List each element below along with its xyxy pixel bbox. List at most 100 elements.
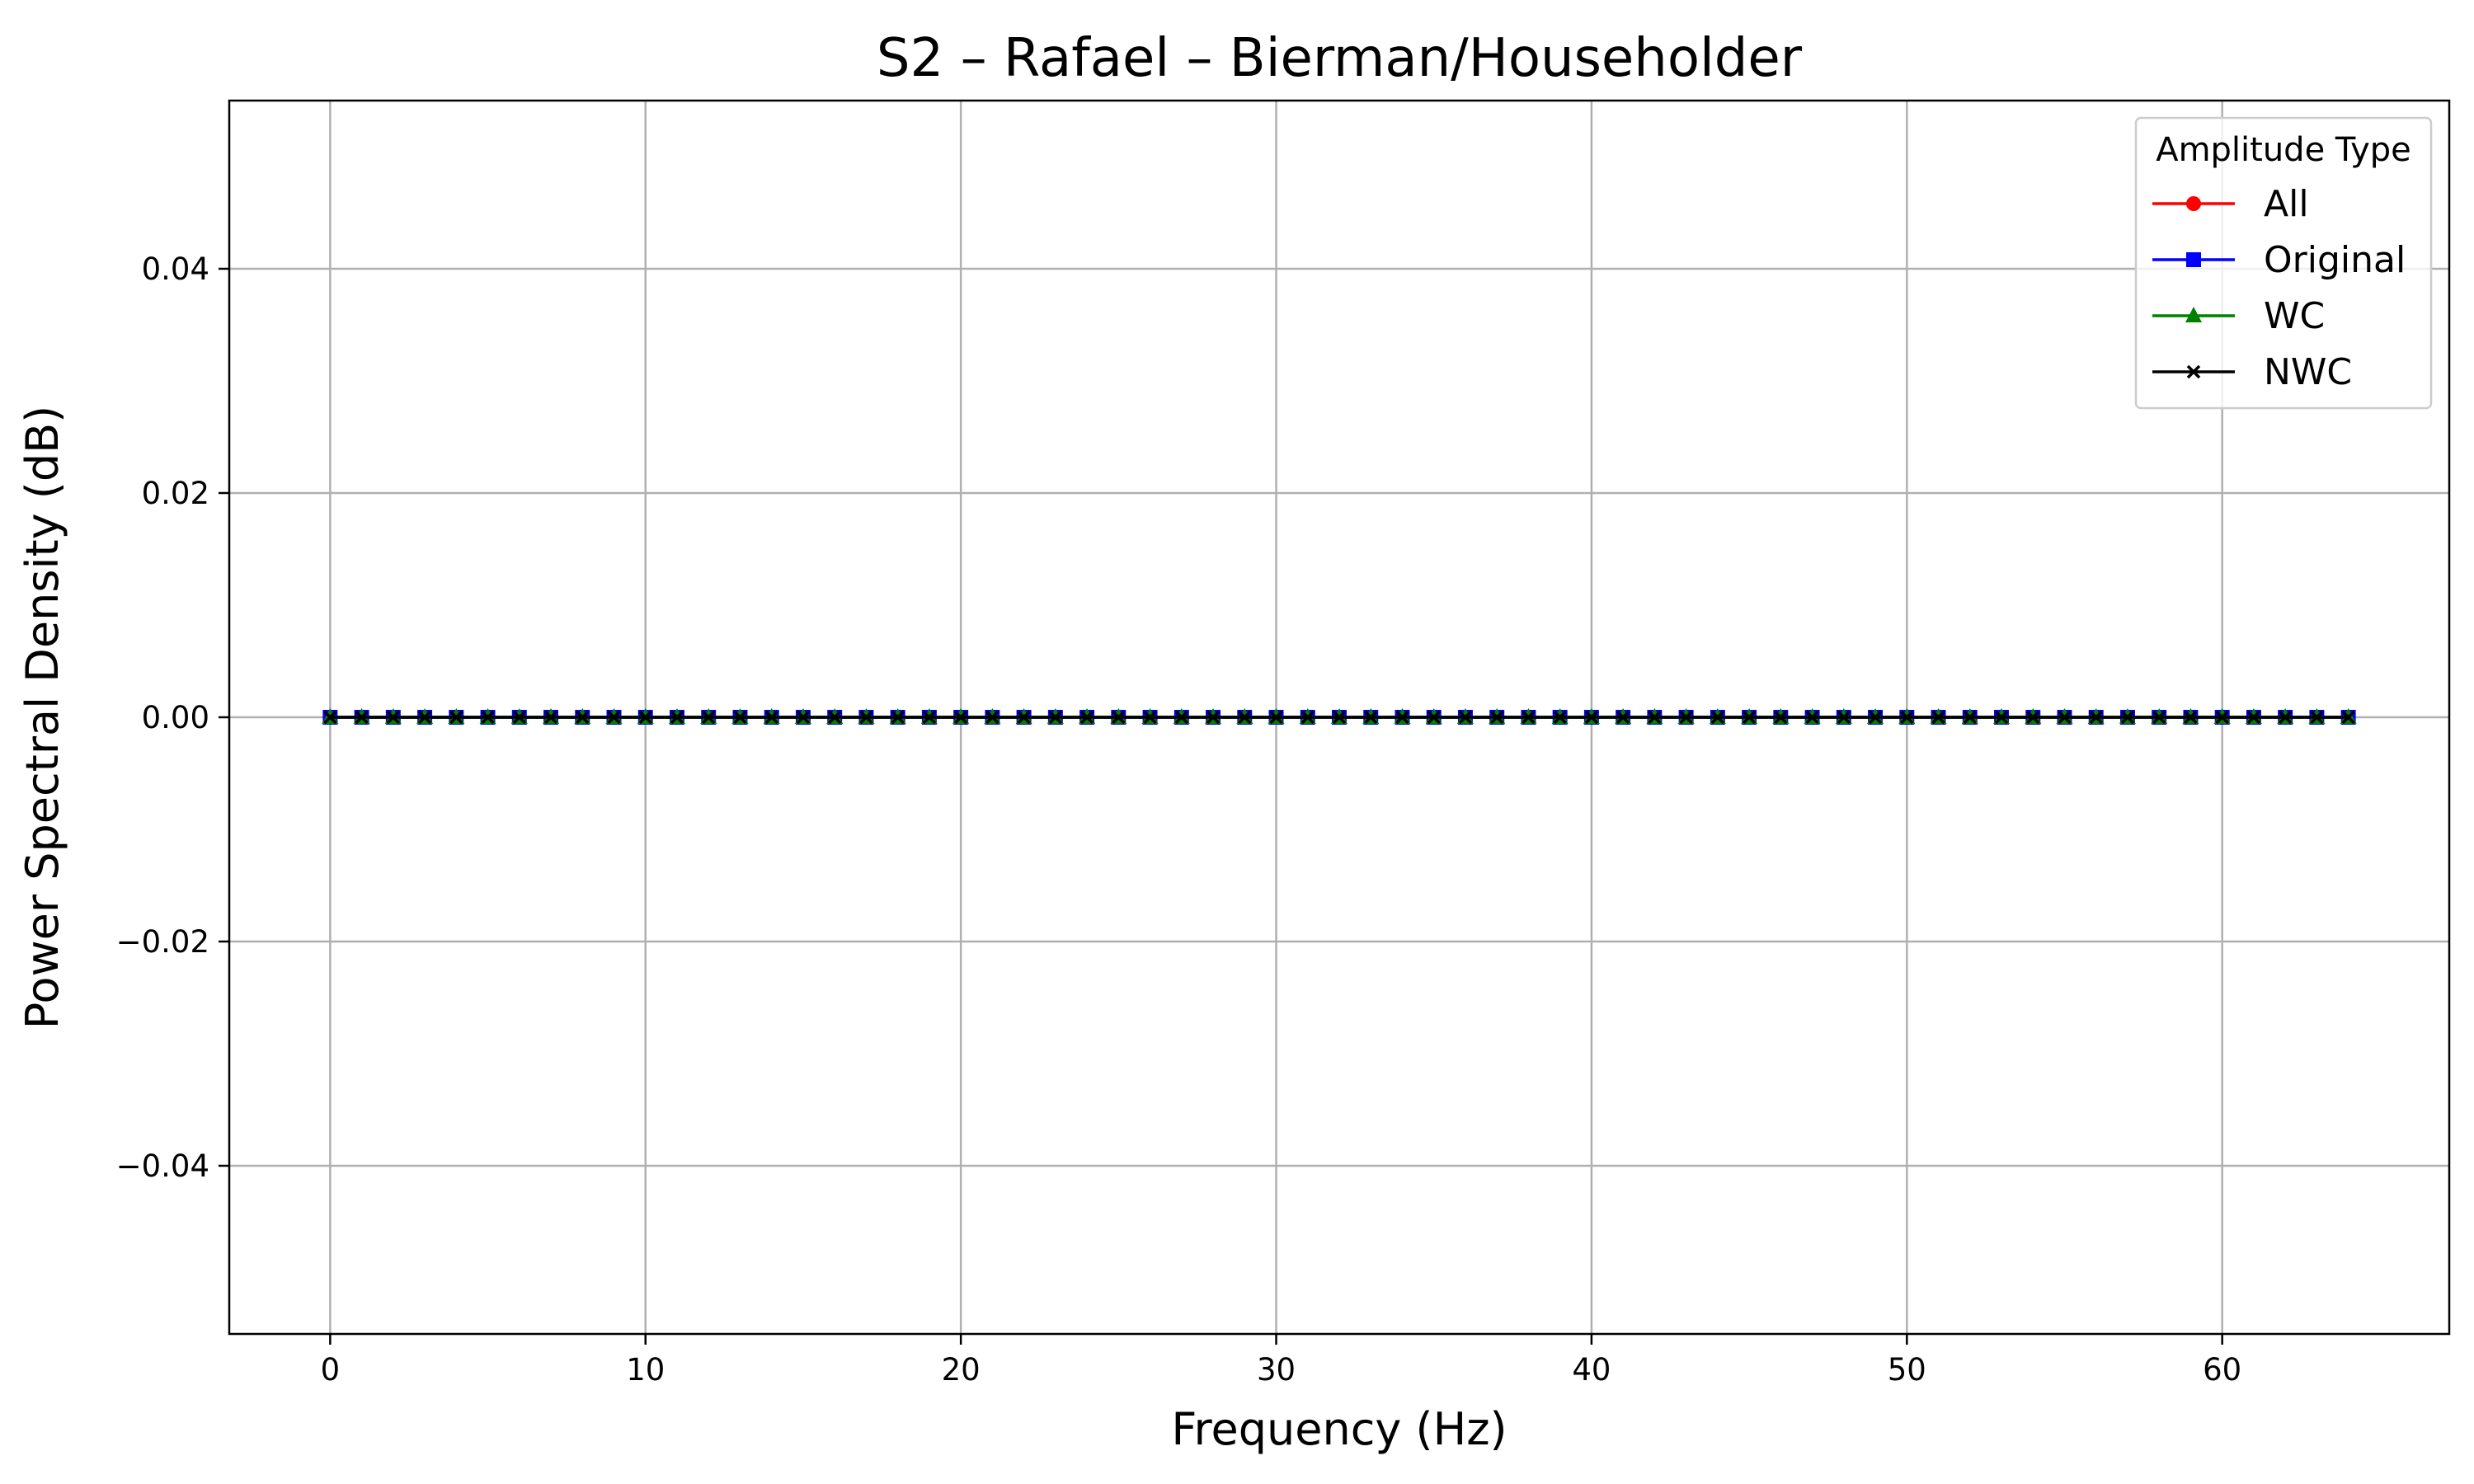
data-point-nwc <box>922 710 937 725</box>
data-point-nwc <box>1143 710 1157 725</box>
marker-x-stroke <box>891 710 905 725</box>
data-point-nwc <box>1805 710 1819 725</box>
data-point-nwc <box>2152 710 2166 725</box>
marker-x-stroke <box>1458 710 1473 725</box>
marker-x-stroke <box>323 710 337 725</box>
marker-x-stroke <box>512 710 527 725</box>
data-point-nwc <box>449 710 463 725</box>
data-point-nwc <box>701 710 716 725</box>
data-point-nwc <box>2184 710 2198 725</box>
marker-x-stroke <box>1206 710 1221 725</box>
legend-label-all: All <box>2264 183 2309 225</box>
marker-x-stroke <box>607 710 621 725</box>
data-point-nwc <box>796 710 811 725</box>
marker-x-stroke <box>1395 710 1409 725</box>
legend-label-wc: WC <box>2264 295 2325 337</box>
marker-x-stroke <box>1584 710 1599 725</box>
data-point-nwc <box>2089 710 2103 725</box>
marker-x-stroke <box>922 710 937 725</box>
marker-x-stroke <box>2184 710 2198 725</box>
marker-x-stroke <box>1364 710 1378 725</box>
marker-x-stroke <box>670 710 684 725</box>
y-tick-label: −0.04 <box>116 1148 209 1184</box>
marker-x-stroke <box>764 710 778 725</box>
y-tick-label: 0.00 <box>142 700 209 735</box>
marker-x-stroke <box>2246 710 2261 725</box>
data-point-nwc <box>985 710 999 725</box>
marker-x-stroke <box>2120 710 2135 725</box>
data-point-nwc <box>1522 710 1536 725</box>
data-point-nwc <box>2058 710 2072 725</box>
legend-item-wc: WC <box>2152 295 2325 337</box>
data-point-nwc <box>638 710 652 725</box>
data-point-nwc <box>1648 710 1662 725</box>
marker-x-stroke <box>796 710 811 725</box>
legend-marker-original <box>2186 252 2201 267</box>
x-axis-label: Frequency (Hz) <box>1171 1403 1507 1455</box>
data-point-nwc <box>1963 710 1978 725</box>
marker-x-stroke <box>1616 710 1630 725</box>
marker-x-stroke <box>417 710 432 725</box>
data-point-nwc <box>1017 710 1031 725</box>
marker-x-stroke <box>1174 710 1189 725</box>
data-point-nwc <box>1931 710 1945 725</box>
data-point-nwc <box>764 710 778 725</box>
data-point-nwc <box>859 710 873 725</box>
legend-marker-all <box>2186 196 2201 211</box>
legend-item-original: Original <box>2152 239 2406 281</box>
marker-x-stroke <box>2026 710 2040 725</box>
marker-x-stroke <box>1868 710 1883 725</box>
data-point-nwc <box>1332 710 1347 725</box>
series-lines <box>322 708 2357 725</box>
marker-x-stroke <box>1300 710 1315 725</box>
marker-x-stroke <box>1900 710 1914 725</box>
data-point-nwc <box>1079 710 1094 725</box>
data-point-nwc <box>1900 710 1914 725</box>
data-point-nwc <box>1112 710 1126 725</box>
data-point-nwc <box>1238 710 1252 725</box>
marker-x-stroke <box>985 710 999 725</box>
data-point-nwc <box>2341 710 2355 725</box>
marker-x-stroke <box>859 710 873 725</box>
marker-x-stroke <box>2278 710 2293 725</box>
data-point-nwc <box>2215 710 2229 725</box>
data-point-nwc <box>733 710 747 725</box>
data-point-nwc <box>1206 710 1221 725</box>
data-point-nwc <box>323 710 337 725</box>
marker-x-stroke <box>386 710 401 725</box>
marker-x-stroke <box>1332 710 1347 725</box>
marker-x-stroke <box>2341 710 2355 725</box>
data-point-nwc <box>1774 710 1788 725</box>
axis-ticks: 0 10 20 30 40 50 60 0.04 0.02 0.00 −0.02 −0.04 <box>116 251 2242 1388</box>
data-point-nwc <box>953 710 968 725</box>
marker-x-stroke <box>1553 710 1567 725</box>
marker-x-stroke <box>1238 710 1252 725</box>
y-tick-label: 0.02 <box>142 476 209 511</box>
legend-label-original: Original <box>2264 239 2406 281</box>
chart-title: S2 – Rafael – Bierman/Householder <box>877 28 1803 89</box>
marker-x-stroke <box>1837 710 1851 725</box>
marker-x-stroke <box>827 710 842 725</box>
data-point-nwc <box>417 710 432 725</box>
x-tick-label: 40 <box>1572 1352 1611 1388</box>
data-point-nwc <box>1395 710 1409 725</box>
marker-x-stroke <box>733 710 747 725</box>
marker-x-stroke <box>481 710 495 725</box>
marker-x-stroke <box>1143 710 1157 725</box>
data-point-nwc <box>481 710 495 725</box>
data-point-nwc <box>1994 710 2009 725</box>
legend: Amplitude Type All Original WC NWC <box>2134 116 2433 410</box>
marker-x-stroke <box>2215 710 2229 725</box>
legend-item-all: All <box>2152 183 2309 225</box>
marker-x-stroke <box>2310 710 2324 725</box>
marker-x-stroke <box>1774 710 1788 725</box>
data-point-nwc <box>2026 710 2040 725</box>
data-point-nwc <box>2246 710 2261 725</box>
legend-title: Amplitude Type <box>2156 131 2411 169</box>
data-point-nwc <box>1679 710 1693 725</box>
marker-x-stroke <box>1079 710 1094 725</box>
marker-x-stroke <box>1742 710 1757 725</box>
